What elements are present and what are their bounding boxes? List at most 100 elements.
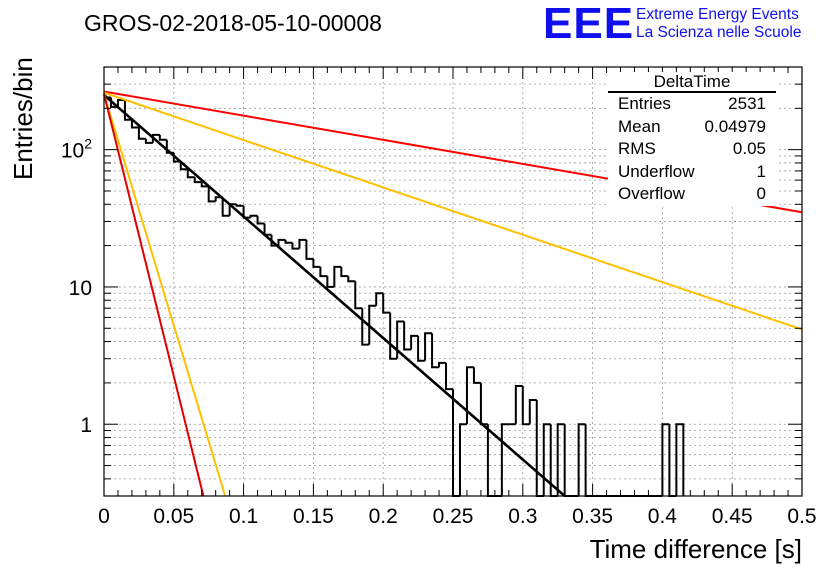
- x-tick-labels: 0 0.05 0.1 0.15 0.2 0.25 0.3 0.35 0.4 0.45 0.5: [98, 505, 816, 528]
- histogram-bin: [151, 133, 160, 143]
- histogram-bin: [235, 204, 244, 207]
- stats-label: Overflow: [618, 184, 686, 203]
- histogram-bin: [542, 423, 551, 496]
- x-tick-label: 0: [98, 505, 110, 528]
- histogram-bin: [445, 362, 453, 391]
- histogram-bin: [116, 98, 125, 107]
- y-axis-label: Entries/bin: [8, 57, 38, 180]
- histogram-bin: [584, 424, 593, 497]
- histogram-bin: [298, 238, 307, 249]
- stats-value: 1: [756, 161, 766, 181]
- x-tick-label: 0.4: [648, 505, 678, 528]
- histogram-bin: [123, 99, 132, 121]
- histogram-bin: [158, 134, 167, 141]
- histogram-bin: [458, 423, 467, 496]
- x-tick-label: 0.35: [572, 505, 613, 528]
- histogram-bin: [368, 304, 377, 345]
- histogram-bin: [137, 127, 146, 140]
- stats-label: Mean: [618, 116, 661, 136]
- histogram-bin: [479, 382, 488, 426]
- histogram-bin: [375, 292, 384, 306]
- y-tick-labels: 1 10 102: [61, 136, 92, 438]
- histogram-bin: [305, 239, 314, 260]
- histogram-bin: [472, 367, 481, 384]
- y-tick-label: 1: [80, 414, 92, 437]
- y-tick-label: 102: [61, 136, 92, 163]
- histogram-bin: [249, 214, 258, 218]
- stats-title: DeltaTime: [608, 72, 776, 93]
- eee-logo: EEE: [543, 0, 635, 48]
- x-tick-label: 0.5: [787, 505, 816, 528]
- histogram-bin: [535, 400, 544, 497]
- stats-value: 0.04979: [704, 116, 766, 136]
- stats-box: DeltaTime Entries 2531 Mean 0.04979 RMS …: [608, 72, 776, 206]
- x-tick-label: 0.3: [508, 505, 537, 528]
- fit-curve: [103, 93, 205, 497]
- fit-curve: [103, 94, 566, 497]
- stats-label: Entries: [618, 94, 671, 113]
- histogram-bin: [675, 423, 685, 496]
- histogram-bin: [410, 334, 419, 350]
- stats-row-mean: Mean 0.04979: [608, 116, 776, 139]
- stats-value: 0: [756, 184, 766, 203]
- histogram-bin: [514, 384, 523, 425]
- stats-row-overflow: Overflow 0: [608, 183, 776, 206]
- histogram-bin: [291, 242, 300, 250]
- histogram-bin: [577, 423, 586, 496]
- histogram-bin: [661, 423, 670, 496]
- fit-curve: [103, 93, 227, 497]
- x-tick-label: 0.45: [712, 505, 753, 528]
- histogram-bin: [130, 119, 139, 129]
- histogram-bin: [438, 361, 447, 368]
- x-tick-label: 0.15: [293, 505, 334, 528]
- histogram-bin: [200, 182, 209, 188]
- fit-curve: [103, 91, 803, 331]
- histogram-bin: [563, 424, 572, 497]
- histogram-bin: [431, 333, 440, 369]
- histogram-bin: [424, 332, 433, 361]
- histogram-bin: [417, 335, 426, 362]
- stats-row-rms: RMS 0.05: [608, 138, 776, 161]
- histogram-bin: [528, 399, 537, 425]
- histogram-bin: [389, 312, 398, 360]
- histogram-bin: [500, 423, 509, 496]
- x-tick-label: 0.25: [433, 505, 474, 528]
- histogram-bin: [312, 258, 321, 268]
- histogram-bin: [340, 266, 349, 278]
- histogram-bin: [186, 169, 195, 179]
- histogram-bin: [465, 366, 474, 425]
- histogram-bin: [668, 424, 677, 497]
- stats-label: RMS: [618, 139, 656, 158]
- histogram-bin: [256, 215, 265, 225]
- histogram-bin: [521, 385, 530, 426]
- x-axis-label: Time difference [s]: [589, 534, 802, 564]
- stats-value: 0.05: [732, 139, 766, 158]
- histogram-series: [104, 96, 685, 497]
- histogram-bin: [319, 266, 328, 278]
- histogram-bin: [382, 293, 391, 314]
- stats-row-underflow: Underflow 1: [608, 161, 776, 184]
- x-tick-label: 0.2: [369, 505, 398, 528]
- stats-row-entries: Entries 2531: [608, 93, 776, 116]
- x-tick-label: 0.1: [229, 505, 258, 528]
- histogram-bin: [333, 265, 342, 287]
- x-tick-label: 0.05: [153, 505, 194, 528]
- logo-line-1: Extreme Energy Events: [636, 6, 799, 23]
- histogram-bin: [284, 239, 293, 244]
- histogram-bin: [326, 276, 335, 288]
- histogram-bin: [403, 321, 412, 351]
- logo-line-2: La Scienza nelle Scuole: [636, 24, 802, 41]
- histogram-bin: [193, 177, 202, 184]
- histogram-bin: [347, 276, 356, 283]
- histogram-bin: [144, 138, 153, 144]
- stats-value: 2531: [728, 94, 766, 113]
- histogram-bin: [354, 281, 363, 310]
- histogram-bin: [277, 238, 286, 246]
- y-tick-label: 10: [69, 277, 92, 300]
- histogram-bin: [179, 161, 188, 171]
- stats-label: Underflow: [618, 161, 695, 181]
- histogram-bin: [396, 320, 405, 359]
- histogram-bin: [221, 197, 230, 217]
- histogram-bin: [263, 223, 272, 236]
